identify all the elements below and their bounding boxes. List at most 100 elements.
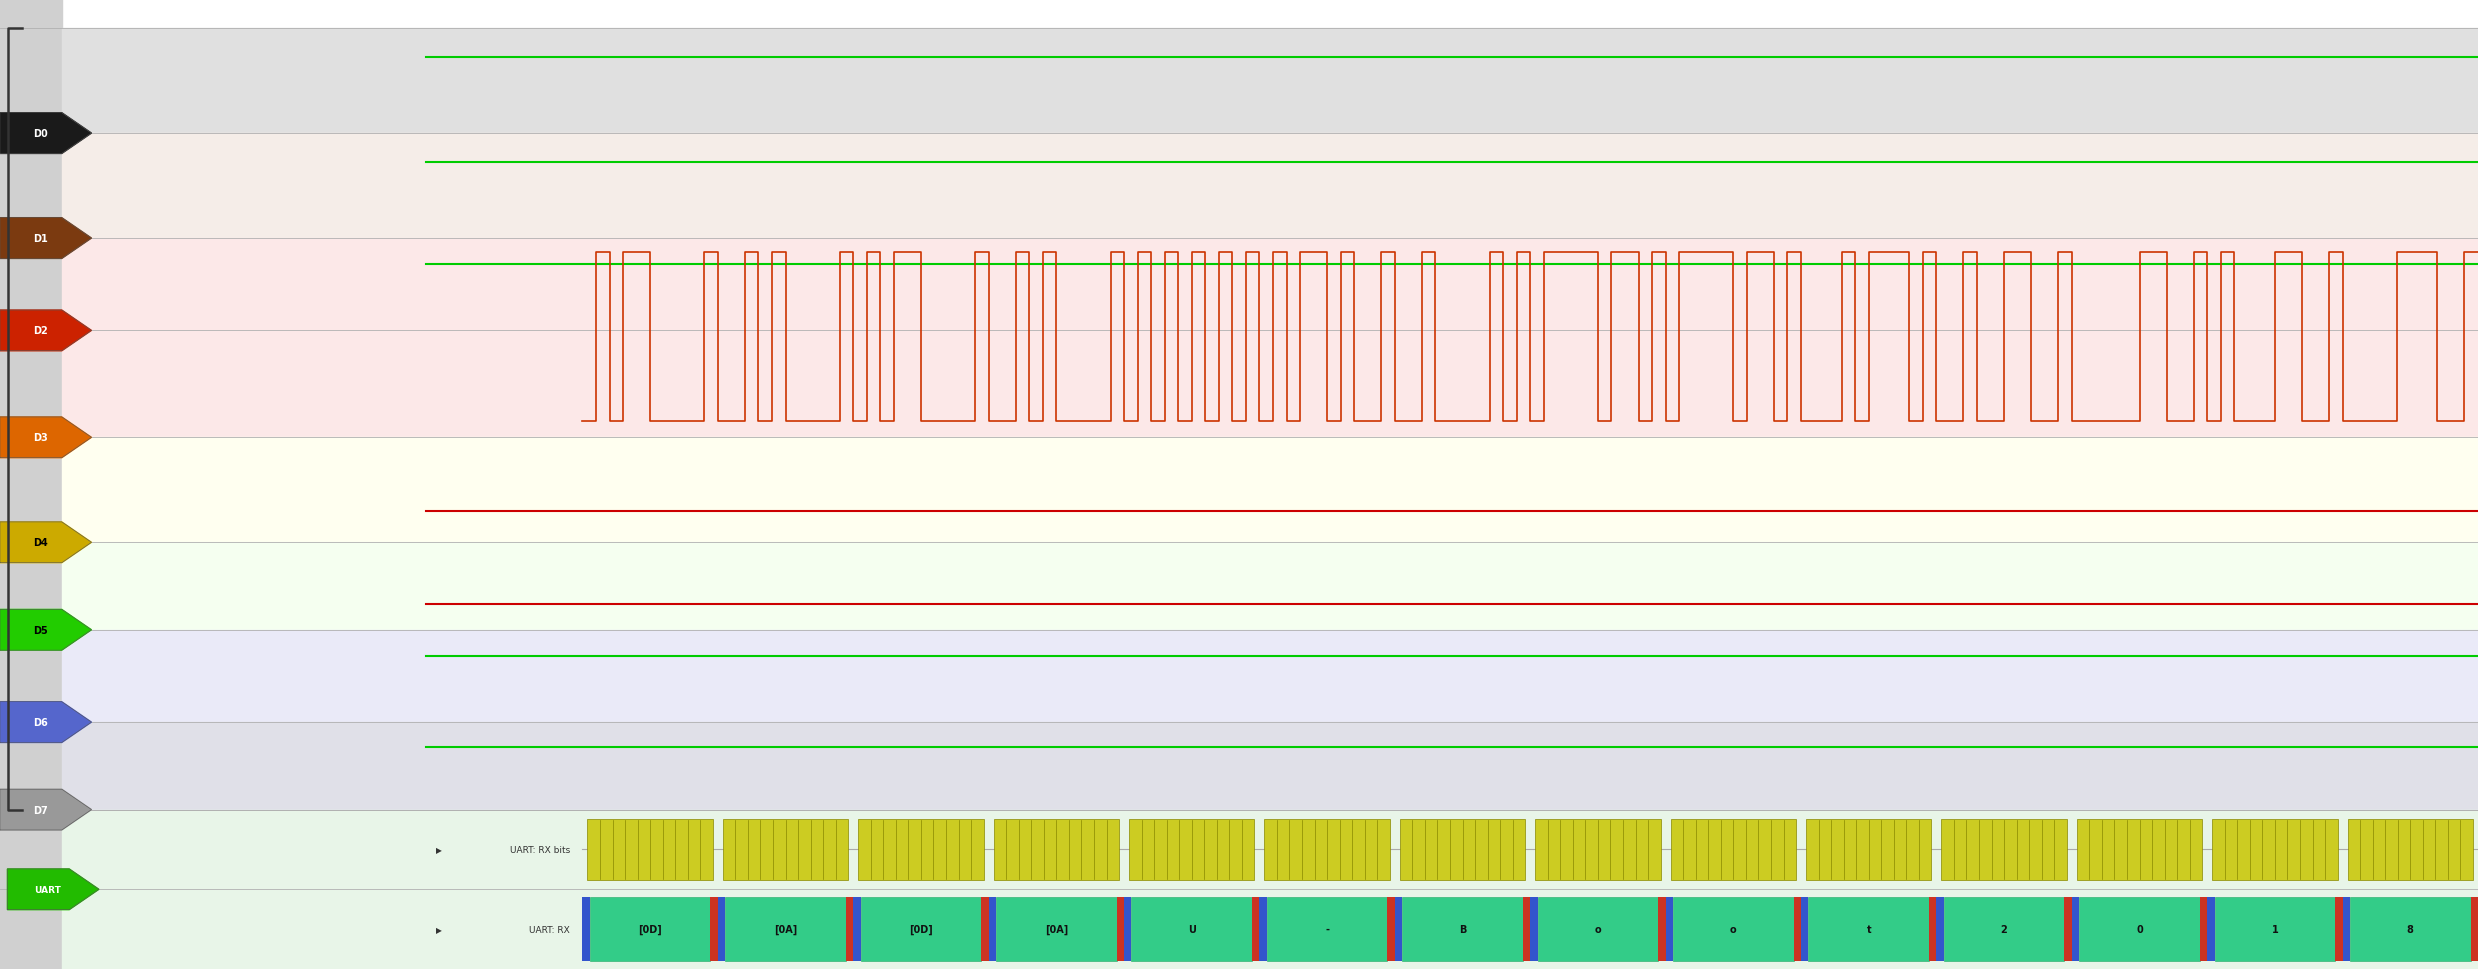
Bar bbox=[852, 897, 860, 961]
Text: ▶: ▶ bbox=[436, 924, 441, 934]
Bar bbox=[1395, 897, 1403, 961]
Bar bbox=[62, 134, 2478, 238]
Bar bbox=[1388, 897, 1395, 961]
Text: [0A]: [0A] bbox=[773, 924, 798, 934]
Text: -: - bbox=[1326, 924, 1328, 934]
Text: D2: D2 bbox=[32, 326, 47, 336]
Polygon shape bbox=[0, 790, 92, 830]
Bar bbox=[857, 820, 984, 880]
Bar bbox=[2215, 897, 2334, 961]
Text: UART: RX: UART: RX bbox=[530, 924, 570, 934]
Polygon shape bbox=[0, 522, 92, 563]
Text: D6: D6 bbox=[32, 717, 47, 728]
Bar bbox=[2213, 820, 2337, 880]
Bar bbox=[2347, 820, 2473, 880]
Text: D4: D4 bbox=[32, 538, 47, 547]
Bar bbox=[1259, 897, 1266, 961]
Bar bbox=[1806, 820, 1930, 880]
Bar bbox=[981, 897, 989, 961]
Bar bbox=[1935, 897, 1943, 961]
Polygon shape bbox=[0, 610, 92, 650]
Bar bbox=[2471, 897, 2478, 961]
Bar bbox=[62, 438, 2478, 543]
Bar bbox=[2072, 897, 2079, 961]
Bar bbox=[1802, 897, 1809, 961]
Text: B: B bbox=[1460, 924, 1467, 934]
Bar bbox=[996, 897, 1118, 961]
Text: U: U bbox=[1187, 924, 1197, 934]
Text: [0D]: [0D] bbox=[909, 924, 932, 934]
Bar bbox=[1118, 897, 1125, 961]
Text: o: o bbox=[1730, 924, 1737, 934]
Bar bbox=[2342, 897, 2349, 961]
Bar bbox=[1673, 897, 1794, 961]
Bar bbox=[1943, 897, 2064, 961]
Bar bbox=[62, 890, 2478, 969]
Bar bbox=[1665, 897, 1673, 961]
Text: D7: D7 bbox=[32, 805, 47, 815]
Text: o: o bbox=[1596, 924, 1601, 934]
Bar bbox=[1264, 820, 1390, 880]
Text: 1: 1 bbox=[2272, 924, 2277, 934]
Bar bbox=[1670, 820, 1797, 880]
Bar bbox=[62, 810, 2478, 890]
Bar bbox=[1940, 820, 2067, 880]
Bar bbox=[994, 820, 1120, 880]
Bar bbox=[62, 630, 2478, 722]
Bar bbox=[1524, 897, 1531, 961]
Polygon shape bbox=[0, 418, 92, 458]
Bar bbox=[2064, 897, 2072, 961]
Bar bbox=[1536, 820, 1660, 880]
Bar bbox=[2208, 897, 2215, 961]
Bar bbox=[1809, 897, 1928, 961]
Text: D3: D3 bbox=[32, 433, 47, 443]
Bar bbox=[1539, 897, 1658, 961]
Polygon shape bbox=[0, 113, 92, 154]
Bar bbox=[719, 897, 726, 961]
Polygon shape bbox=[7, 869, 99, 910]
Bar bbox=[2077, 820, 2203, 880]
Bar bbox=[62, 331, 2478, 438]
Text: t: t bbox=[1866, 924, 1871, 934]
Bar bbox=[711, 897, 719, 961]
Text: D5: D5 bbox=[32, 625, 47, 635]
Text: ▶: ▶ bbox=[436, 845, 441, 854]
Bar bbox=[1403, 897, 1524, 961]
Bar bbox=[2200, 897, 2208, 961]
Text: UART: RX bits: UART: RX bits bbox=[510, 845, 570, 854]
Bar bbox=[1794, 897, 1802, 961]
Text: D1: D1 bbox=[32, 234, 47, 244]
Text: [0D]: [0D] bbox=[639, 924, 662, 934]
Polygon shape bbox=[0, 218, 92, 259]
Text: [0A]: [0A] bbox=[1046, 924, 1068, 934]
Bar bbox=[62, 722, 2478, 810]
Bar bbox=[989, 897, 996, 961]
Bar bbox=[860, 897, 981, 961]
Text: 2: 2 bbox=[2000, 924, 2007, 934]
Bar bbox=[582, 897, 590, 961]
Bar bbox=[62, 29, 2478, 134]
Bar bbox=[1251, 897, 1259, 961]
Bar bbox=[1400, 820, 1526, 880]
Bar bbox=[0, 0, 2478, 29]
Bar bbox=[62, 543, 2478, 630]
Bar bbox=[590, 897, 711, 961]
Bar bbox=[587, 820, 714, 880]
Bar bbox=[1266, 897, 1388, 961]
Text: UART: UART bbox=[35, 885, 62, 893]
Bar bbox=[724, 820, 847, 880]
Bar bbox=[1928, 897, 1935, 961]
Bar bbox=[2334, 897, 2342, 961]
Bar bbox=[845, 897, 852, 961]
Bar bbox=[2349, 897, 2471, 961]
Polygon shape bbox=[0, 311, 92, 352]
Bar bbox=[726, 897, 845, 961]
Text: D0: D0 bbox=[32, 129, 47, 139]
Text: 8: 8 bbox=[2406, 924, 2414, 934]
Bar bbox=[0, 0, 62, 969]
Bar bbox=[1125, 897, 1132, 961]
Bar bbox=[1658, 897, 1665, 961]
Bar bbox=[62, 238, 2478, 331]
Text: 0: 0 bbox=[2136, 924, 2143, 934]
Bar bbox=[2079, 897, 2200, 961]
